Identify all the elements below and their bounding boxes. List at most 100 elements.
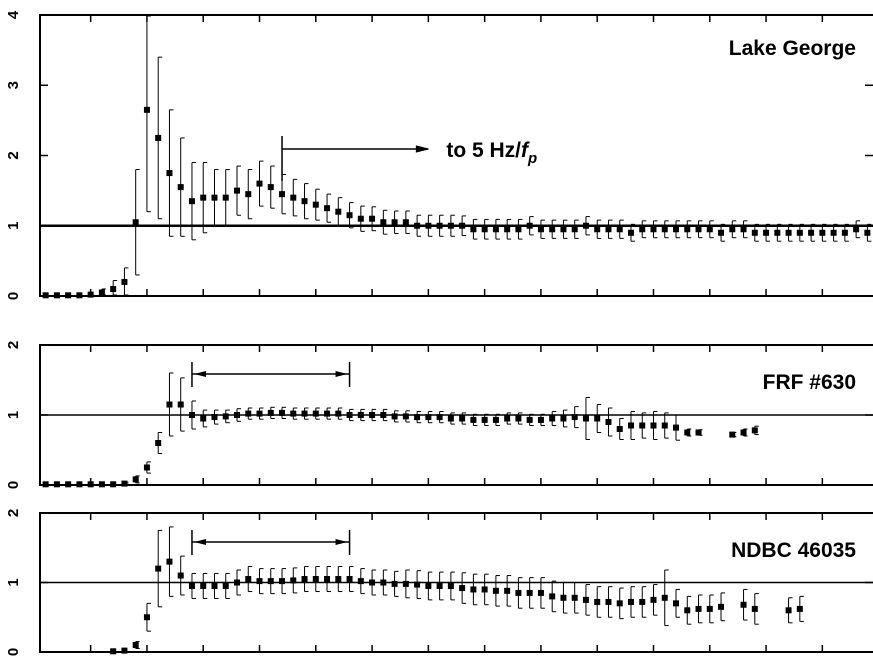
panel-3-data-point [301,576,308,583]
panel-3-data-point [256,578,263,585]
panel-1-data-point [718,229,725,236]
panel-2-data-point [684,429,691,436]
panel-3-data-point [267,578,274,585]
panel-1-data-point [808,229,815,236]
panel-3-data-point [369,579,376,586]
panel-3-data-point [312,576,319,583]
panel-1-data-point [740,226,747,233]
panel-3-data-point [290,577,297,584]
panel-3-data-point [166,558,173,565]
panel-2-data-point [166,401,173,408]
panel-1-ytick-label: 2 [5,151,22,159]
panel-3-data-point [447,582,454,589]
panel-1-data-point [121,278,128,285]
panel-1-data-point [425,222,432,229]
panel-2-data-point [740,429,747,436]
panel-3-data-point [582,596,589,603]
panel-3-data-point [492,587,499,594]
panel-1-data-point [76,292,83,299]
panel-3-data-point [515,589,522,596]
panel-2-data-point [402,413,409,420]
panel-2-data-point [155,440,162,446]
panel-1-data-point [436,222,443,229]
panel-2-range-arrowhead-right [335,371,348,377]
panel-2-data-point [177,401,184,408]
panel-3-data-point [695,605,702,612]
panel-2-data-point [470,416,477,423]
panel-2-data-point [324,410,331,417]
panel-2-data-point [211,414,218,421]
panel-2-data-point [616,426,623,432]
panel-1-data-point [369,215,376,222]
panel-1-data-point [245,191,252,198]
panel-1-data-point [571,226,578,233]
annotation-arrowhead [415,145,429,153]
panel-2-range-arrowhead-left [193,371,206,377]
panel-2-data-point [661,422,668,429]
panel-1-data-point [526,222,533,229]
panel-1-data-point [751,229,758,236]
panel-1-data-point [706,226,713,233]
panel-2-data-point [526,416,533,423]
panel-2-data-point [627,422,634,429]
panel-1-ytick-label: 4 [5,10,22,19]
panel-1-label: Lake George [729,37,856,60]
panel-1-data-point [110,285,117,292]
panel-1-data-point [560,226,567,233]
panel-2-data-point [188,412,195,418]
panel-1-ytick-label: 1 [5,222,22,230]
panel-2-data-point [459,415,466,422]
panel-2-data-point [369,412,376,418]
panel-3-data-point [684,607,691,614]
panel-3-data-point [425,582,432,589]
panel-3-data-point [188,582,195,589]
panel-2-data-point [481,416,488,423]
panel-2-data-point [87,481,94,488]
panel-1-data-point [312,201,319,208]
panel-3-data-point [414,581,421,588]
panel-3-data-point [357,578,364,585]
panel-2-data-point [301,410,308,417]
panel-3-data-point [481,586,488,593]
panel-1-data-point [87,291,94,298]
panel-2-data-point [729,431,736,438]
panel-3-data-point [718,603,725,610]
panel-1-data-point [155,134,162,141]
panel-1-data-point [729,226,736,233]
panel-2-data-point [42,481,49,488]
panel-3-data-point [132,642,139,649]
panel-2-data-point [76,481,83,488]
panel-3-data-point [673,600,680,607]
panel-1-data-point [605,226,612,233]
panel-1-data-point [830,229,837,236]
panel-1-data-point [357,215,364,222]
panel-2-data-point [256,410,263,417]
panel-3-data-point [200,582,207,589]
panel-3-range-arrowhead-right [335,539,348,545]
panel-1-data-point [166,170,173,177]
panel-3-ytick-label: 0 [5,648,22,656]
panel-3-label: NDBC 46035 [731,539,856,562]
panel-3-data-point [279,578,286,585]
panel-1-data-point [211,194,218,201]
panel-2-data-point [200,415,207,422]
panel-3-data-point [549,593,556,600]
panel-1-data-point [841,229,848,236]
panel-2-data-point [279,409,286,416]
panel-3-data-point [346,576,353,583]
panel-2-data-point [571,414,578,421]
panel-2-data-point [290,410,297,417]
panel-1-data-point [447,222,454,229]
panel-1-ytick-label: 0 [5,292,22,300]
panel-1-data-point [256,180,263,187]
panel-3-data-point [785,607,792,614]
panel-2-data-point [515,415,522,422]
panel-1-data-point [853,226,860,233]
panel-2-data-point [650,422,657,429]
panel-2-data-point [121,480,128,487]
panel-2-ytick-label: 2 [5,341,22,349]
panel-1-data-point [504,226,511,233]
panel-3-data-point [627,598,634,605]
panel-2-data-point [549,415,556,422]
panel-1-data-point [673,226,680,233]
